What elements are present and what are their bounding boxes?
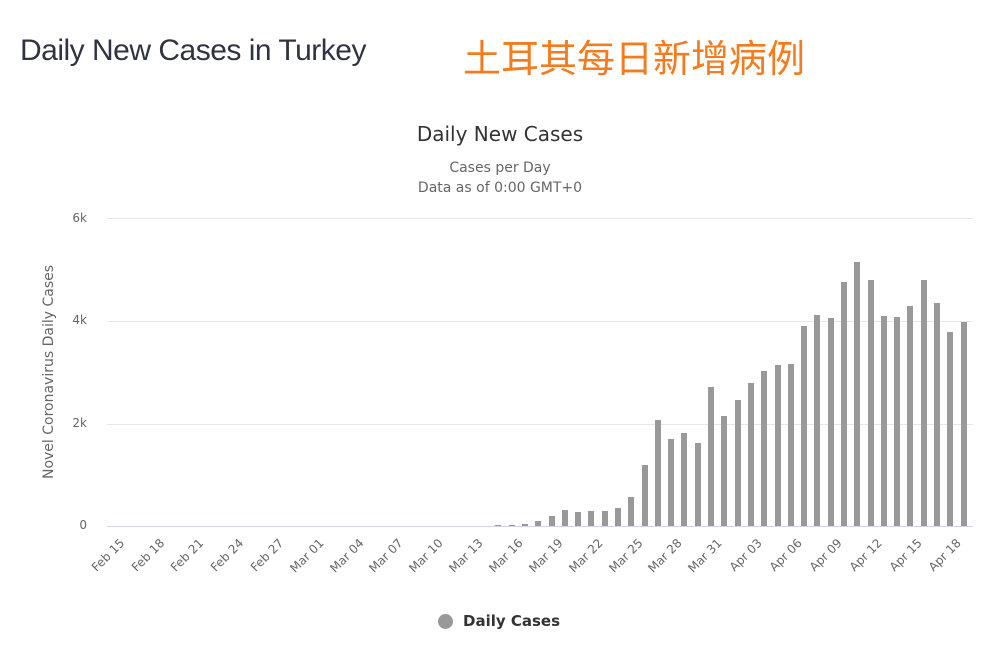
bar[interactable]	[774, 365, 781, 526]
y-tick-2k: 2k	[72, 416, 87, 430]
x-tick-label: Apr 12	[846, 536, 885, 575]
x-tick-label: Apr 15	[886, 536, 925, 575]
bar[interactable]	[867, 280, 874, 526]
x-tick-label: Mar 10	[406, 536, 446, 576]
page-title-chinese: 土耳其每日新增病例	[463, 37, 806, 81]
bar[interactable]	[960, 322, 967, 526]
x-tick-label: Mar 13	[446, 536, 486, 576]
y-tick-4k: 4k	[72, 313, 87, 327]
bar[interactable]	[827, 318, 834, 526]
x-tick-label: Mar 22	[565, 536, 606, 576]
x-tick-label: Feb 18	[128, 536, 167, 575]
y-tick-0: 0	[79, 518, 87, 532]
x-tick-label: Mar 28	[645, 536, 686, 576]
x-tick-label: Feb 24	[208, 536, 247, 575]
x-tick-label: Mar 01	[286, 536, 327, 576]
chart-subtitle-date: Data as of 0:00 GMT+0	[417, 180, 583, 196]
x-tick-label: Feb 15	[88, 536, 127, 575]
x-tick-label: Apr 03	[726, 536, 765, 575]
bar[interactable]	[601, 511, 608, 526]
bar[interactable]	[641, 465, 648, 526]
y-axis-label: Novel Coronavirus Daily Cases	[41, 264, 57, 480]
x-tick-label: Apr 06	[766, 536, 805, 575]
bar[interactable]	[907, 306, 914, 526]
bar[interactable]	[854, 262, 861, 526]
bar[interactable]	[894, 317, 901, 526]
bar[interactable]	[814, 315, 821, 526]
x-tick-label: Feb 27	[247, 536, 287, 575]
bar[interactable]	[495, 525, 502, 526]
x-tick-label: Apr 09	[806, 536, 845, 575]
bar[interactable]	[548, 516, 555, 526]
bar[interactable]	[947, 332, 954, 526]
x-tick-label: Mar 19	[526, 536, 566, 576]
x-tick-label: Feb 21	[168, 536, 207, 575]
legend-dot-icon	[438, 613, 453, 629]
x-axis-line	[107, 526, 973, 527]
bar[interactable]	[787, 364, 794, 526]
bar[interactable]	[508, 525, 515, 526]
x-tick-label: Mar 04	[326, 536, 367, 576]
bar[interactable]	[681, 433, 688, 526]
chart-subtitle: Cases per Day	[449, 160, 551, 176]
legend[interactable]: Daily Cases	[438, 612, 560, 630]
bar[interactable]	[721, 416, 728, 526]
page-title: Daily New Cases in Turkey	[20, 34, 366, 67]
bar[interactable]	[920, 280, 927, 526]
bar[interactable]	[747, 383, 754, 526]
bar[interactable]	[933, 303, 940, 526]
gridline-4k	[107, 321, 973, 322]
x-tick-label: Mar 07	[366, 536, 406, 576]
bar[interactable]	[654, 420, 661, 526]
bar[interactable]	[694, 443, 701, 526]
bar[interactable]	[668, 439, 675, 526]
bar[interactable]	[561, 510, 568, 526]
gridline-6k	[107, 218, 973, 219]
x-tick-label: Mar 31	[685, 536, 725, 576]
x-tick-label: Mar 25	[605, 536, 646, 576]
bar[interactable]	[628, 497, 635, 526]
bar[interactable]	[801, 326, 808, 526]
bar[interactable]	[575, 512, 582, 526]
gridline-2k	[107, 424, 973, 425]
x-tick-label: Mar 16	[486, 536, 526, 576]
bar[interactable]	[535, 521, 542, 526]
legend-label: Daily Cases	[463, 612, 561, 630]
x-tick-label: Apr 18	[926, 536, 965, 575]
bar[interactable]	[880, 316, 887, 526]
bar[interactable]	[615, 508, 622, 526]
y-tick-6k: 6k	[72, 211, 87, 225]
bar[interactable]	[761, 371, 768, 526]
bar[interactable]	[521, 524, 528, 526]
bar[interactable]	[708, 387, 715, 526]
chart-title: Daily New Cases	[416, 122, 584, 146]
bar[interactable]	[588, 511, 595, 526]
bar[interactable]	[734, 400, 741, 526]
bar[interactable]	[840, 282, 847, 526]
